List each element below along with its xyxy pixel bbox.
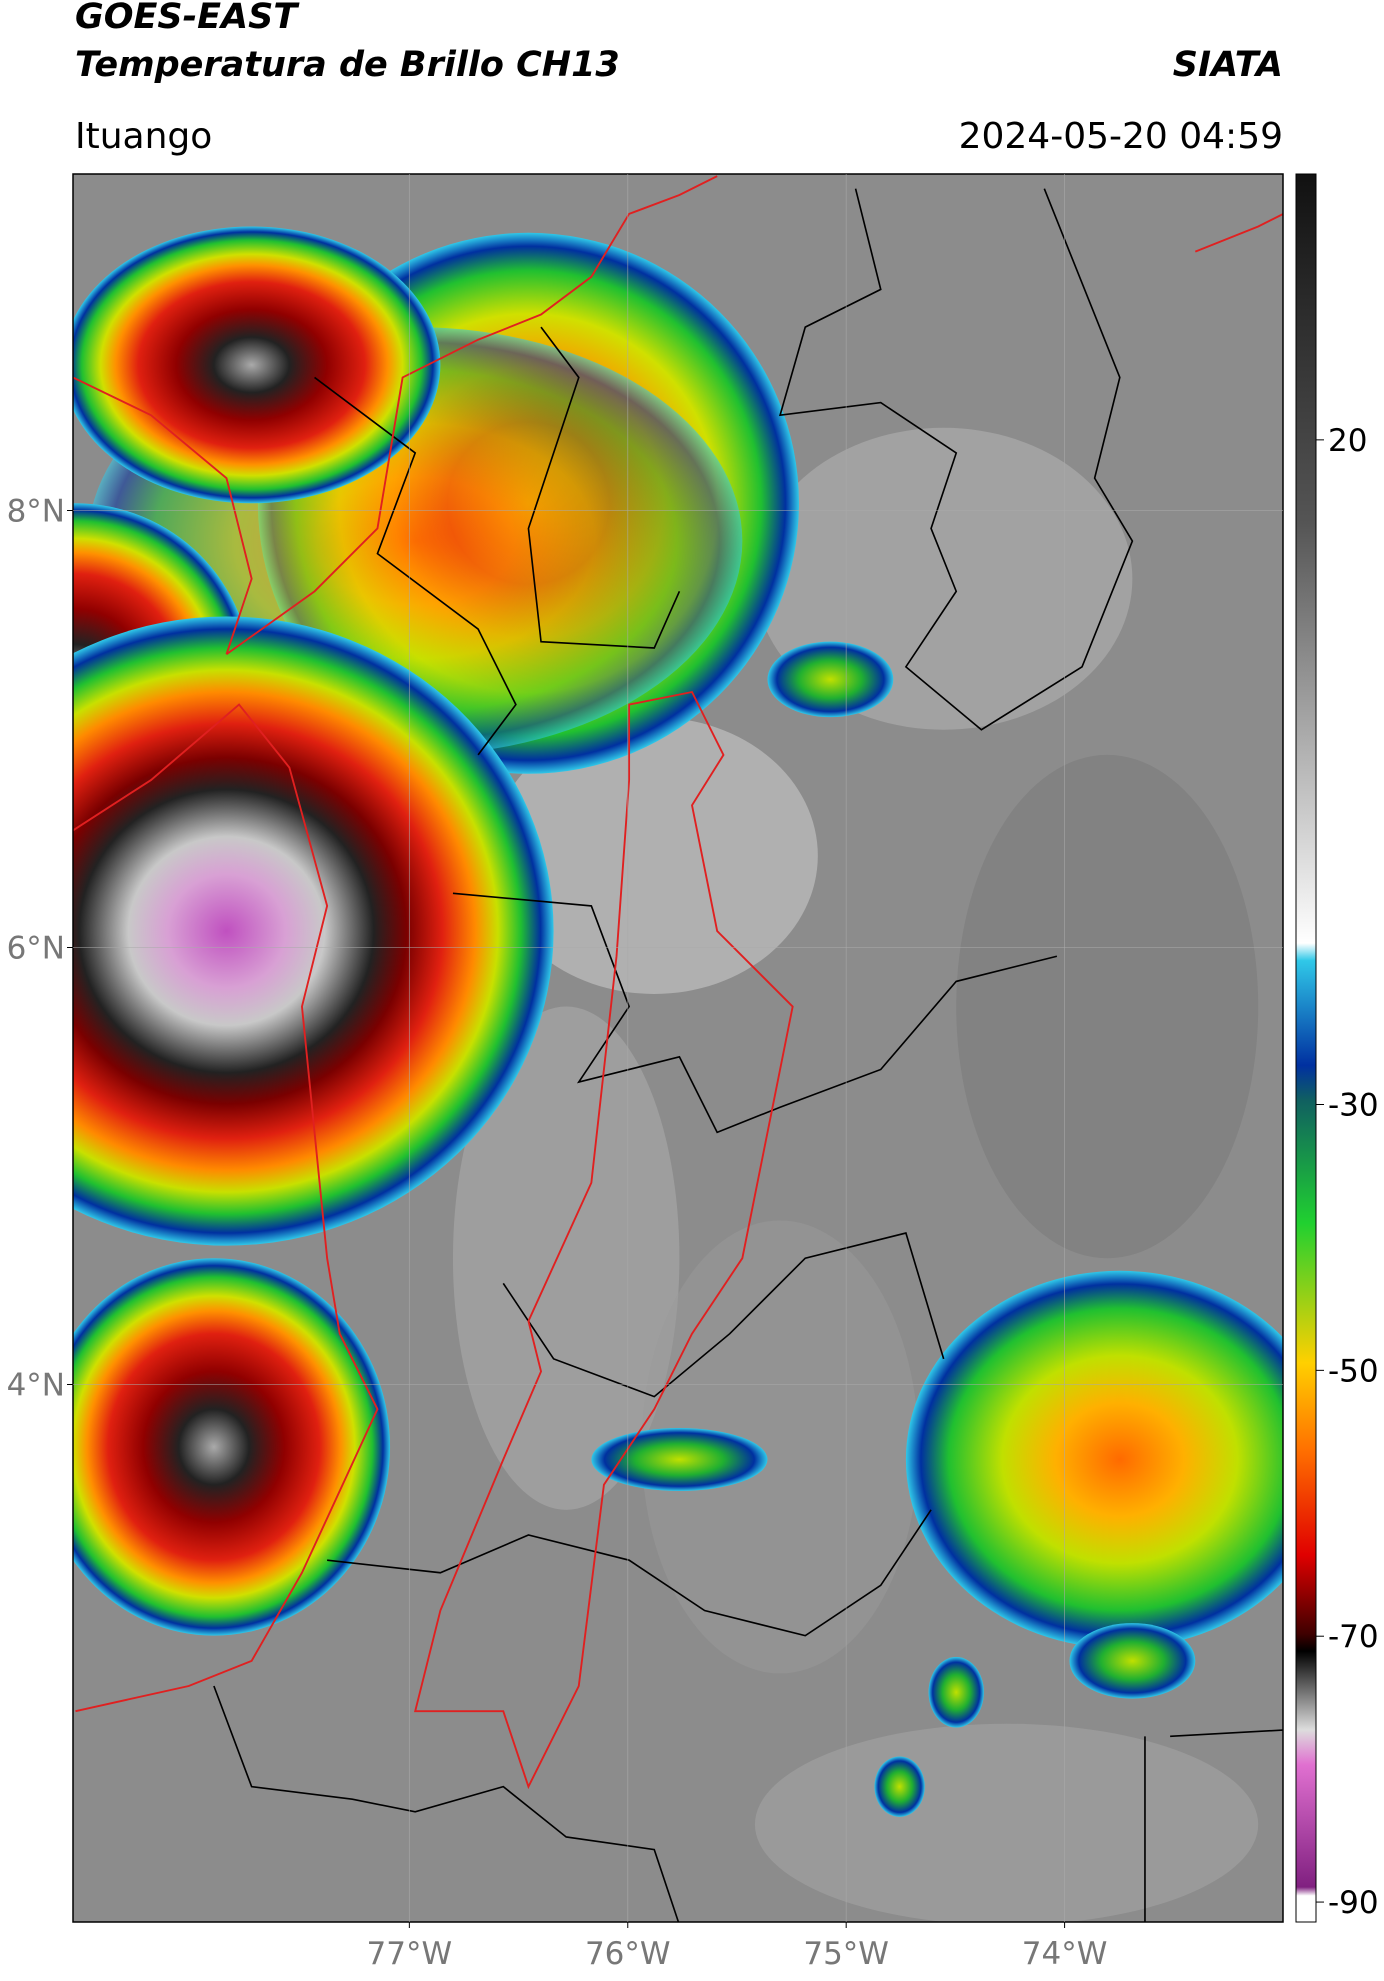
- colorbar-tick-label: -90: [1328, 1885, 1379, 1921]
- subtitle: Temperatura de Brillo CH13: [75, 45, 620, 85]
- satellite-image: [73, 174, 1283, 1922]
- x-tick-label: 75°W: [803, 1936, 889, 1972]
- colorbar-tick-label: 20: [1328, 423, 1367, 459]
- y-tick-label: 8°N: [7, 493, 65, 529]
- colorbar-tick-label: -70: [1328, 1619, 1379, 1655]
- brand: SIATA: [1173, 45, 1283, 85]
- y-tick-label: 4°N: [7, 1367, 65, 1403]
- colorbar-tick-label: -50: [1328, 1353, 1379, 1389]
- x-tick-label: 76°W: [585, 1936, 671, 1972]
- datetime: 2024-05-20 04:59: [959, 116, 1283, 157]
- x-tick-label: 77°W: [367, 1936, 453, 1972]
- map-frame: [72, 173, 1284, 1923]
- colorbar-tick-label: -30: [1328, 1087, 1379, 1123]
- title: GOES-EAST: [75, 0, 300, 37]
- colorbar: [1295, 173, 1317, 1923]
- y-tick-label: 6°N: [7, 930, 65, 966]
- x-tick-label: 74°W: [1022, 1936, 1108, 1972]
- location: Ituango: [75, 116, 212, 157]
